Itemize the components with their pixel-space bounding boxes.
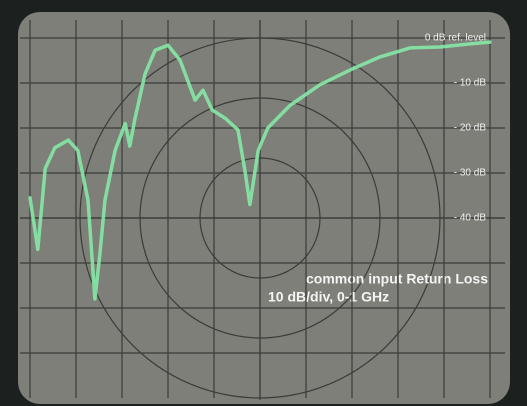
y-tick-label: - 20 dB bbox=[454, 123, 487, 134]
screen bbox=[18, 12, 510, 404]
trace bbox=[28, 40, 492, 301]
y-tick-label: - 10 dB bbox=[454, 78, 487, 89]
y-tick-label: 0 dB ref. level bbox=[425, 33, 486, 44]
annotation: common input Return Loss bbox=[306, 271, 488, 287]
y-tick-label: - 30 dB bbox=[454, 168, 487, 179]
annotation: 10 dB/div, 0-1 GHz bbox=[268, 289, 389, 305]
y-tick-label: - 40 dB bbox=[454, 213, 487, 224]
